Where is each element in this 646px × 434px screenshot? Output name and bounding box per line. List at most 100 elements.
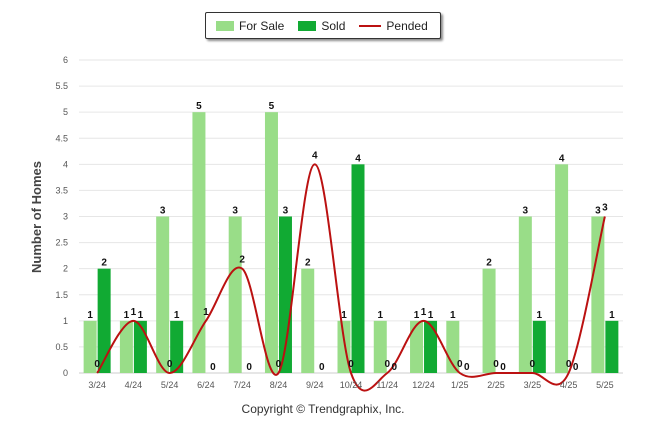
bar-for-sale [83, 320, 97, 373]
bar-sold [605, 320, 619, 373]
bars [83, 112, 619, 374]
data-label-sold: 2 [101, 258, 107, 269]
y-tick-label: 6 [63, 55, 68, 65]
data-label-pended: 0 [493, 359, 499, 370]
y-tick-label: 2.5 [55, 238, 68, 248]
data-label-pended: 4 [312, 150, 318, 161]
data-label-pended: 3 [602, 203, 608, 214]
x-tick-label: 9/24 [306, 380, 324, 390]
legend-item-for-sale[interactable]: For Sale [216, 19, 284, 33]
data-label-pended: 0 [530, 359, 536, 370]
bar-for-sale [591, 216, 605, 373]
y-tick-label: 0.5 [55, 342, 68, 352]
data-label-sold: 3 [283, 206, 289, 217]
y-axis-label: Number of Homes [29, 161, 44, 273]
y-tick-label: 4 [63, 159, 68, 169]
data-label-for-sale: 2 [305, 258, 311, 269]
y-tick-label: 4.5 [55, 133, 68, 143]
y-tick-label: 1 [63, 316, 68, 326]
data-label-for-sale: 2 [486, 258, 492, 269]
data-label-pended: 0 [167, 359, 173, 370]
data-label-sold: 1 [428, 310, 434, 321]
legend-label-for-sale: For Sale [239, 18, 285, 33]
bar-sold [532, 320, 546, 373]
x-tick-label: 12/24 [412, 380, 435, 390]
x-tick-label: 10/24 [340, 380, 363, 390]
bar-for-sale [264, 112, 278, 374]
x-tick-label: 1/25 [451, 380, 469, 390]
x-tick-label: 8/24 [270, 380, 288, 390]
data-label-sold: 1 [537, 310, 543, 321]
data-label-sold: 0 [500, 362, 506, 373]
x-axis-ticks: 3/24 4/24 5/24 6/24 7/24 8/24 9/24 10/24 11/24 12… [88, 380, 613, 390]
data-label-for-sale: 1 [341, 310, 347, 321]
data-label-for-sale: 4 [559, 153, 565, 164]
bar-for-sale [555, 164, 569, 373]
bar-sold [424, 320, 438, 373]
data-label-sold: 0 [246, 362, 252, 373]
legend-label-pended: Pended [386, 18, 428, 33]
data-label-pended: 1 [131, 307, 137, 318]
y-tick-label: 3.5 [55, 185, 68, 195]
data-label-for-sale: 1 [87, 310, 93, 321]
data-label-pended: 0 [457, 359, 463, 370]
y-axis-ticks: 0 0.5 1 1.5 2 2.5 3 3.5 4 4.5 5 5.5 6 [55, 55, 68, 378]
bar-for-sale [410, 320, 424, 373]
x-tick-label: 5/24 [161, 380, 179, 390]
data-label-for-sale: 1 [377, 310, 383, 321]
data-label-sold: 0 [573, 362, 579, 373]
data-label-pended: 0 [566, 359, 572, 370]
data-label-for-sale: 3 [160, 206, 166, 217]
x-tick-label: 5/25 [596, 380, 614, 390]
x-tick-label: 7/24 [233, 380, 251, 390]
data-label-sold: 0 [391, 362, 397, 373]
pended-swatch [359, 24, 382, 27]
legend-label-sold: Sold [321, 18, 346, 33]
bar-for-sale [301, 268, 315, 373]
bar-for-sale [482, 268, 496, 373]
data-label-pended: 0 [348, 359, 354, 370]
x-tick-label: 11/24 [376, 380, 398, 390]
x-tick-label: 2/25 [487, 380, 505, 390]
x-tick-label: 4/25 [560, 380, 578, 390]
data-label-sold: 4 [355, 153, 361, 164]
y-tick-label: 5.5 [55, 81, 68, 91]
data-label-for-sale: 1 [124, 310, 130, 321]
y-tick-label: 2 [63, 264, 68, 274]
data-label-for-sale: 3 [595, 206, 601, 217]
data-label-sold: 0 [210, 362, 216, 373]
data-label-sold: 0 [319, 362, 325, 373]
bar-sold [351, 164, 365, 373]
data-label-sold: 0 [464, 362, 470, 373]
bar-for-sale [119, 320, 133, 373]
data-label-pended: 0 [94, 359, 100, 370]
data-label-pended: 1 [203, 307, 209, 318]
legend-item-sold[interactable]: Sold [298, 19, 345, 33]
data-label-for-sale: 1 [414, 310, 420, 321]
bar-for-sale [192, 112, 206, 374]
data-label-sold: 1 [174, 310, 180, 321]
copyright-footer: Copyright © Trendgraphix, Inc. [241, 402, 405, 416]
data-label-sold: 1 [138, 310, 144, 321]
data-label-for-sale: 3 [232, 206, 238, 217]
x-tick-label: 3/24 [88, 380, 106, 390]
data-label-pended: 1 [421, 307, 427, 318]
legend-item-pended[interactable]: Pended [359, 18, 428, 33]
bar-for-sale [518, 216, 532, 373]
y-tick-label: 3 [63, 212, 68, 222]
sold-swatch [298, 20, 317, 31]
bar-sold [170, 320, 184, 373]
data-label-sold: 1 [609, 310, 615, 321]
y-tick-label: 0 [63, 368, 68, 378]
bar-for-sale [228, 216, 242, 373]
data-label-for-sale: 5 [269, 101, 275, 112]
gridlines [79, 59, 623, 374]
for-sale-swatch [216, 20, 234, 31]
bar-for-sale [373, 320, 387, 373]
bar-sold [133, 320, 147, 373]
data-label-for-sale: 5 [196, 101, 202, 112]
x-tick-label: 6/24 [197, 380, 215, 390]
bar-sold [278, 216, 292, 373]
